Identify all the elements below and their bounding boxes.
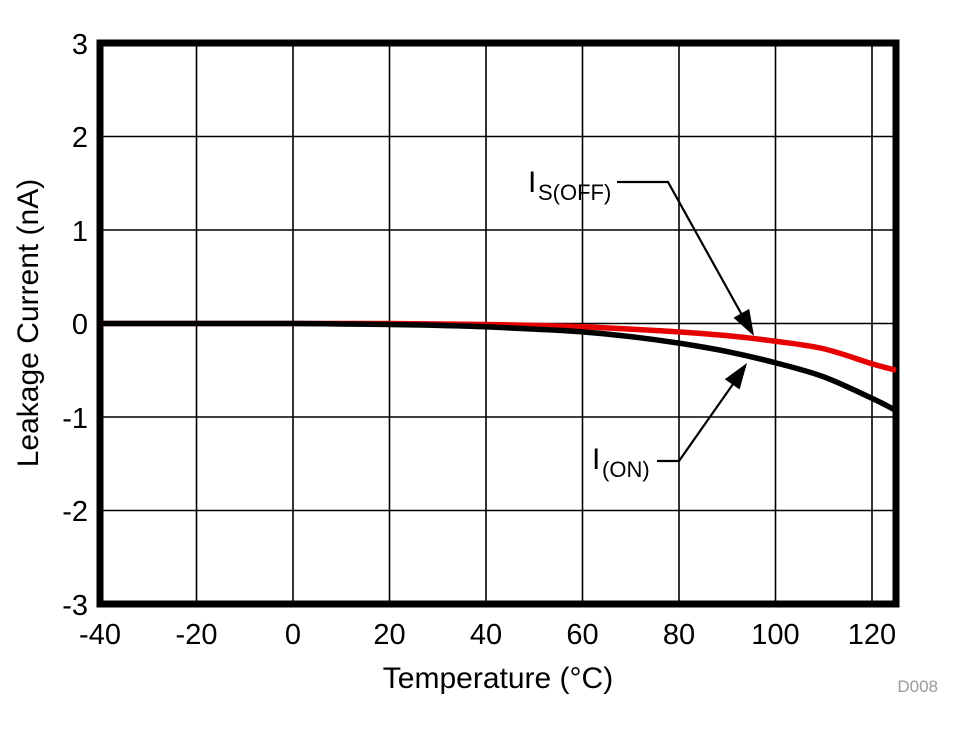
x-tick-label: 40 [470,619,502,651]
series-line-ion [100,320,898,413]
x-tick-label: 20 [373,619,405,651]
y-tick-label: 0 [72,309,88,341]
is-off-label-subscript: S(OFF) [538,180,611,205]
is-off-annotation-leader-line [617,180,753,334]
x-tick-label: 120 [848,619,896,651]
y-tick-label: -2 [62,496,88,528]
is-off-annotation-arrowhead [733,308,754,336]
x-tick-label: 100 [751,619,799,651]
x-tick-label: -40 [79,619,121,651]
ion-annotation-leader-line [657,366,746,463]
ion-label-subscript: (ON) [602,457,650,482]
figure-id-watermark: D008 [897,677,938,696]
x-tick-label: 0 [285,619,301,651]
y-tick-label: 3 [72,29,88,61]
y-tick-label: -1 [62,403,88,435]
is-off-label-main: I [528,166,536,199]
y-tick-label: 1 [72,216,88,248]
y-axis-tick-labels: 3 2 1 0 -1 -2 -3 [62,29,88,622]
x-tick-label: 60 [566,619,598,651]
x-tick-label: -20 [176,619,218,651]
x-axis-tick-labels: -40 -20 0 20 40 60 80 100 120 [79,619,896,651]
y-tick-label: -3 [62,590,88,622]
y-tick-label: 2 [72,122,88,154]
x-axis-title: Temperature (°C) [383,662,613,695]
ion-label-main: I [592,443,600,476]
ion-annotation-arrowhead [724,363,747,390]
x-tick-label: 80 [663,619,695,651]
is-off-annotation-label: I S(OFF) [528,166,611,205]
ion-annotation-label: I (ON) [592,443,650,482]
y-axis-title: Leakage Current (nA) [12,179,45,468]
data-series-layer [100,320,898,413]
annotation-leader-layer [617,180,754,463]
